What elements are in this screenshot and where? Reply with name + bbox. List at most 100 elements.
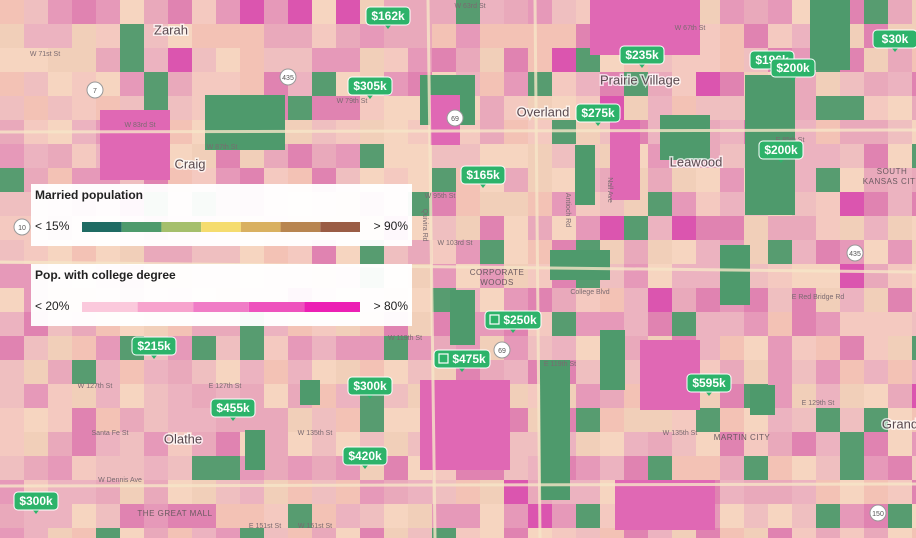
area-tile: [384, 504, 408, 528]
area-tile: [816, 408, 840, 432]
area-tile: [456, 48, 480, 72]
area-tile: [96, 432, 120, 456]
area-tile: [624, 312, 648, 336]
area-tile: [0, 168, 24, 192]
area-tile: [528, 288, 552, 312]
price-marker[interactable]: $200k: [770, 58, 816, 81]
area-tile: [336, 528, 360, 538]
legend-title: Married population: [35, 188, 143, 202]
area-tile: [48, 72, 72, 96]
price-marker[interactable]: $275k: [575, 103, 621, 126]
area-tile: [696, 264, 720, 288]
area-tile: [912, 72, 916, 96]
area-tile: [24, 384, 48, 408]
area-tile: [96, 528, 120, 538]
pink-area: [610, 120, 640, 200]
area-tile: [576, 360, 600, 384]
area-tile: [648, 456, 672, 480]
area-tile: [720, 48, 744, 72]
marker-body: [342, 446, 388, 466]
area-tile: [696, 312, 720, 336]
pink-area: [615, 480, 715, 530]
area-tile: [408, 336, 432, 360]
price-marker[interactable]: $595k: [686, 373, 732, 396]
area-tile: [312, 72, 336, 96]
area-tile: [96, 504, 120, 528]
area-tile: [744, 216, 768, 240]
area-tile: [648, 288, 672, 312]
price-marker[interactable]: $200k: [758, 140, 804, 163]
area-tile: [312, 504, 336, 528]
area-tile: [624, 216, 648, 240]
price-marker[interactable]: $455k: [210, 398, 256, 421]
area-tile: [552, 72, 576, 96]
area-tile: [312, 528, 336, 538]
area-tile: [240, 48, 264, 72]
price-marker[interactable]: $475k: [433, 349, 491, 372]
area-tile: [360, 144, 384, 168]
area-tile: [648, 264, 672, 288]
area-tile: [24, 96, 48, 120]
area-tile: [24, 360, 48, 384]
marker-label: $275k: [581, 106, 615, 120]
area-tile: [912, 360, 916, 384]
area-tile: [816, 120, 840, 144]
area-tile: [840, 432, 864, 456]
area-tile: [144, 528, 168, 538]
area-tile: [24, 0, 48, 24]
road: [533, 0, 542, 538]
area-tile: [216, 528, 240, 538]
area-tile: [24, 456, 48, 480]
area-tile: [192, 336, 216, 360]
area-tile: [432, 48, 456, 72]
area-tile: [840, 384, 864, 408]
price-marker[interactable]: $165k: [460, 165, 506, 188]
price-marker[interactable]: $420k: [342, 446, 388, 469]
area-tile: [408, 144, 432, 168]
area-tile: [0, 384, 24, 408]
marker-body: [619, 45, 665, 65]
area-tile: [432, 216, 456, 240]
area-tile: [120, 360, 144, 384]
price-marker[interactable]: $250k: [484, 310, 542, 333]
area-tile: [864, 144, 888, 168]
street-label: E 127th St: [209, 383, 242, 390]
legend-swatch: [304, 302, 360, 312]
legend-swatch: [248, 302, 305, 312]
area-tile: [648, 312, 672, 336]
area-tile: [504, 288, 528, 312]
price-marker[interactable]: $162k: [365, 6, 411, 29]
price-marker[interactable]: $300k: [13, 491, 59, 514]
price-marker[interactable]: $215k: [131, 336, 177, 359]
area-tile: [144, 360, 168, 384]
shield-number: 150: [872, 511, 884, 518]
price-marker[interactable]: $30k: [872, 29, 916, 52]
area-tile: [720, 432, 744, 456]
area-tile: [888, 168, 912, 192]
price-marker[interactable]: $305k: [347, 76, 393, 99]
price-marker[interactable]: $300k: [347, 376, 393, 399]
area-tile: [72, 432, 96, 456]
legend-swatch: [82, 302, 138, 312]
area-tile: [720, 144, 744, 168]
area-tile: [432, 192, 456, 216]
area-tile: [360, 480, 384, 504]
area-tile: [816, 432, 840, 456]
area-tile: [888, 360, 912, 384]
area-tile: [432, 528, 456, 538]
area-tile: [504, 72, 528, 96]
highway-shield: [13, 218, 31, 236]
area-tile: [576, 312, 600, 336]
area-tile: [24, 144, 48, 168]
place-label: CORPORATE: [470, 268, 525, 277]
area-tile: [576, 216, 600, 240]
street-label: W Dennis Ave: [98, 477, 142, 484]
area-tile: [48, 96, 72, 120]
area-tile: [288, 48, 312, 72]
area-tile: [96, 360, 120, 384]
price-marker[interactable]: $235k: [619, 45, 665, 68]
area-tile: [216, 72, 240, 96]
area-tile: [72, 480, 96, 504]
area-tile: [864, 192, 888, 216]
green-area: [205, 95, 285, 150]
